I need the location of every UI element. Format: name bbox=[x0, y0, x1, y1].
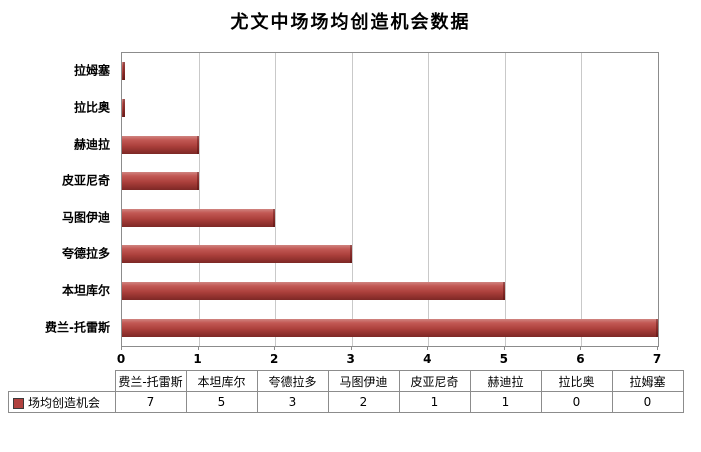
y-axis-label: 夸德拉多 bbox=[61, 246, 110, 261]
x-tick-mark bbox=[503, 346, 505, 350]
table-value-row: 场均创造机会 7 5 3 2 1 1 0 0 bbox=[8, 391, 684, 413]
bar bbox=[122, 208, 276, 227]
y-axis-labels: 拉姆塞拉比奥赫迪拉皮亚尼奇马图伊迪夸德拉多本坦库尔费兰-托雷斯 bbox=[0, 52, 114, 345]
table-header-cell: 赫迪拉 bbox=[469, 370, 542, 392]
data-table: 费兰-托雷斯 本坦库尔 夸德拉多 马图伊迪 皮亚尼奇 赫迪拉 拉比奥 拉姆塞场均创造机会 7 5 3… bbox=[8, 370, 684, 413]
table-header-cell: 本坦库尔 bbox=[185, 370, 258, 392]
table-value-cell: 0 bbox=[611, 391, 684, 413]
y-axis-label: 本坦库尔 bbox=[61, 283, 110, 298]
bar bbox=[122, 245, 352, 264]
table-blank-corner bbox=[9, 371, 116, 392]
gridline bbox=[428, 53, 430, 346]
gridline bbox=[198, 53, 200, 346]
x-tick-label: 4 bbox=[423, 352, 432, 366]
y-axis-label: 马图伊迪 bbox=[61, 210, 110, 225]
x-tick-label: 6 bbox=[576, 352, 585, 366]
y-axis-label: 皮亚尼奇 bbox=[61, 173, 110, 188]
table-header-cell: 夸德拉多 bbox=[256, 370, 329, 392]
x-tick-label: 5 bbox=[499, 352, 509, 366]
y-axis-label: 费兰-托雷斯 bbox=[45, 320, 110, 335]
x-axis: 0 1 2 3 4 5 6 7 bbox=[117, 346, 661, 368]
x-tick-mark bbox=[197, 346, 199, 350]
table-value-cell: 1 bbox=[469, 391, 542, 413]
legend-cell: 场均创造机会 bbox=[8, 391, 116, 413]
gridline bbox=[504, 53, 506, 346]
y-axis-label: 拉姆塞 bbox=[73, 63, 110, 78]
table-header-cell: 拉比奥 bbox=[540, 370, 613, 392]
y-axis-label: 拉比奥 bbox=[73, 100, 110, 115]
bar bbox=[122, 172, 199, 191]
x-tick-label: 7 bbox=[652, 352, 662, 366]
table-value-cell: 3 bbox=[256, 391, 329, 413]
table-header-cell: 皮亚尼奇 bbox=[398, 370, 471, 392]
bar bbox=[122, 135, 199, 154]
table-header-cell: 费兰-托雷斯 bbox=[114, 370, 187, 392]
bar bbox=[122, 62, 125, 81]
legend-swatch bbox=[13, 397, 24, 409]
legend-label: 场均创造机会 bbox=[28, 395, 101, 410]
x-tick-mark bbox=[121, 346, 122, 350]
x-tick-label: 0 bbox=[116, 352, 126, 366]
gridline bbox=[581, 53, 583, 346]
y-axis-label: 赫迪拉 bbox=[73, 137, 110, 152]
table-value-cell: 5 bbox=[185, 391, 258, 413]
x-tick-label: 1 bbox=[193, 352, 202, 366]
x-tick-label: 2 bbox=[269, 352, 279, 366]
x-tick-mark bbox=[274, 346, 276, 350]
bar bbox=[122, 98, 125, 117]
table-value-cell: 0 bbox=[540, 391, 613, 413]
table-value-cell: 1 bbox=[398, 391, 471, 413]
gridline bbox=[275, 53, 277, 346]
bar bbox=[122, 318, 658, 337]
x-tick-mark bbox=[580, 346, 582, 350]
table-header-cell: 马图伊迪 bbox=[327, 370, 400, 392]
table-value-cell: 2 bbox=[327, 391, 400, 413]
bar bbox=[122, 282, 505, 301]
table-header-row: 费兰-托雷斯 本坦库尔 夸德拉多 马图伊迪 皮亚尼奇 赫迪拉 拉比奥 拉姆塞 bbox=[9, 370, 684, 392]
x-tick-mark bbox=[657, 346, 658, 350]
x-tick-label: 3 bbox=[346, 352, 355, 366]
x-tick-mark bbox=[427, 346, 429, 350]
plot-area bbox=[121, 52, 659, 347]
chart-title: 尤文中场场均创造机会数据 bbox=[230, 12, 471, 33]
table-value-cell: 7 bbox=[114, 391, 187, 413]
gridline bbox=[351, 53, 353, 346]
table-header-cell: 拉姆塞 bbox=[611, 370, 684, 392]
x-tick-mark bbox=[350, 346, 352, 350]
